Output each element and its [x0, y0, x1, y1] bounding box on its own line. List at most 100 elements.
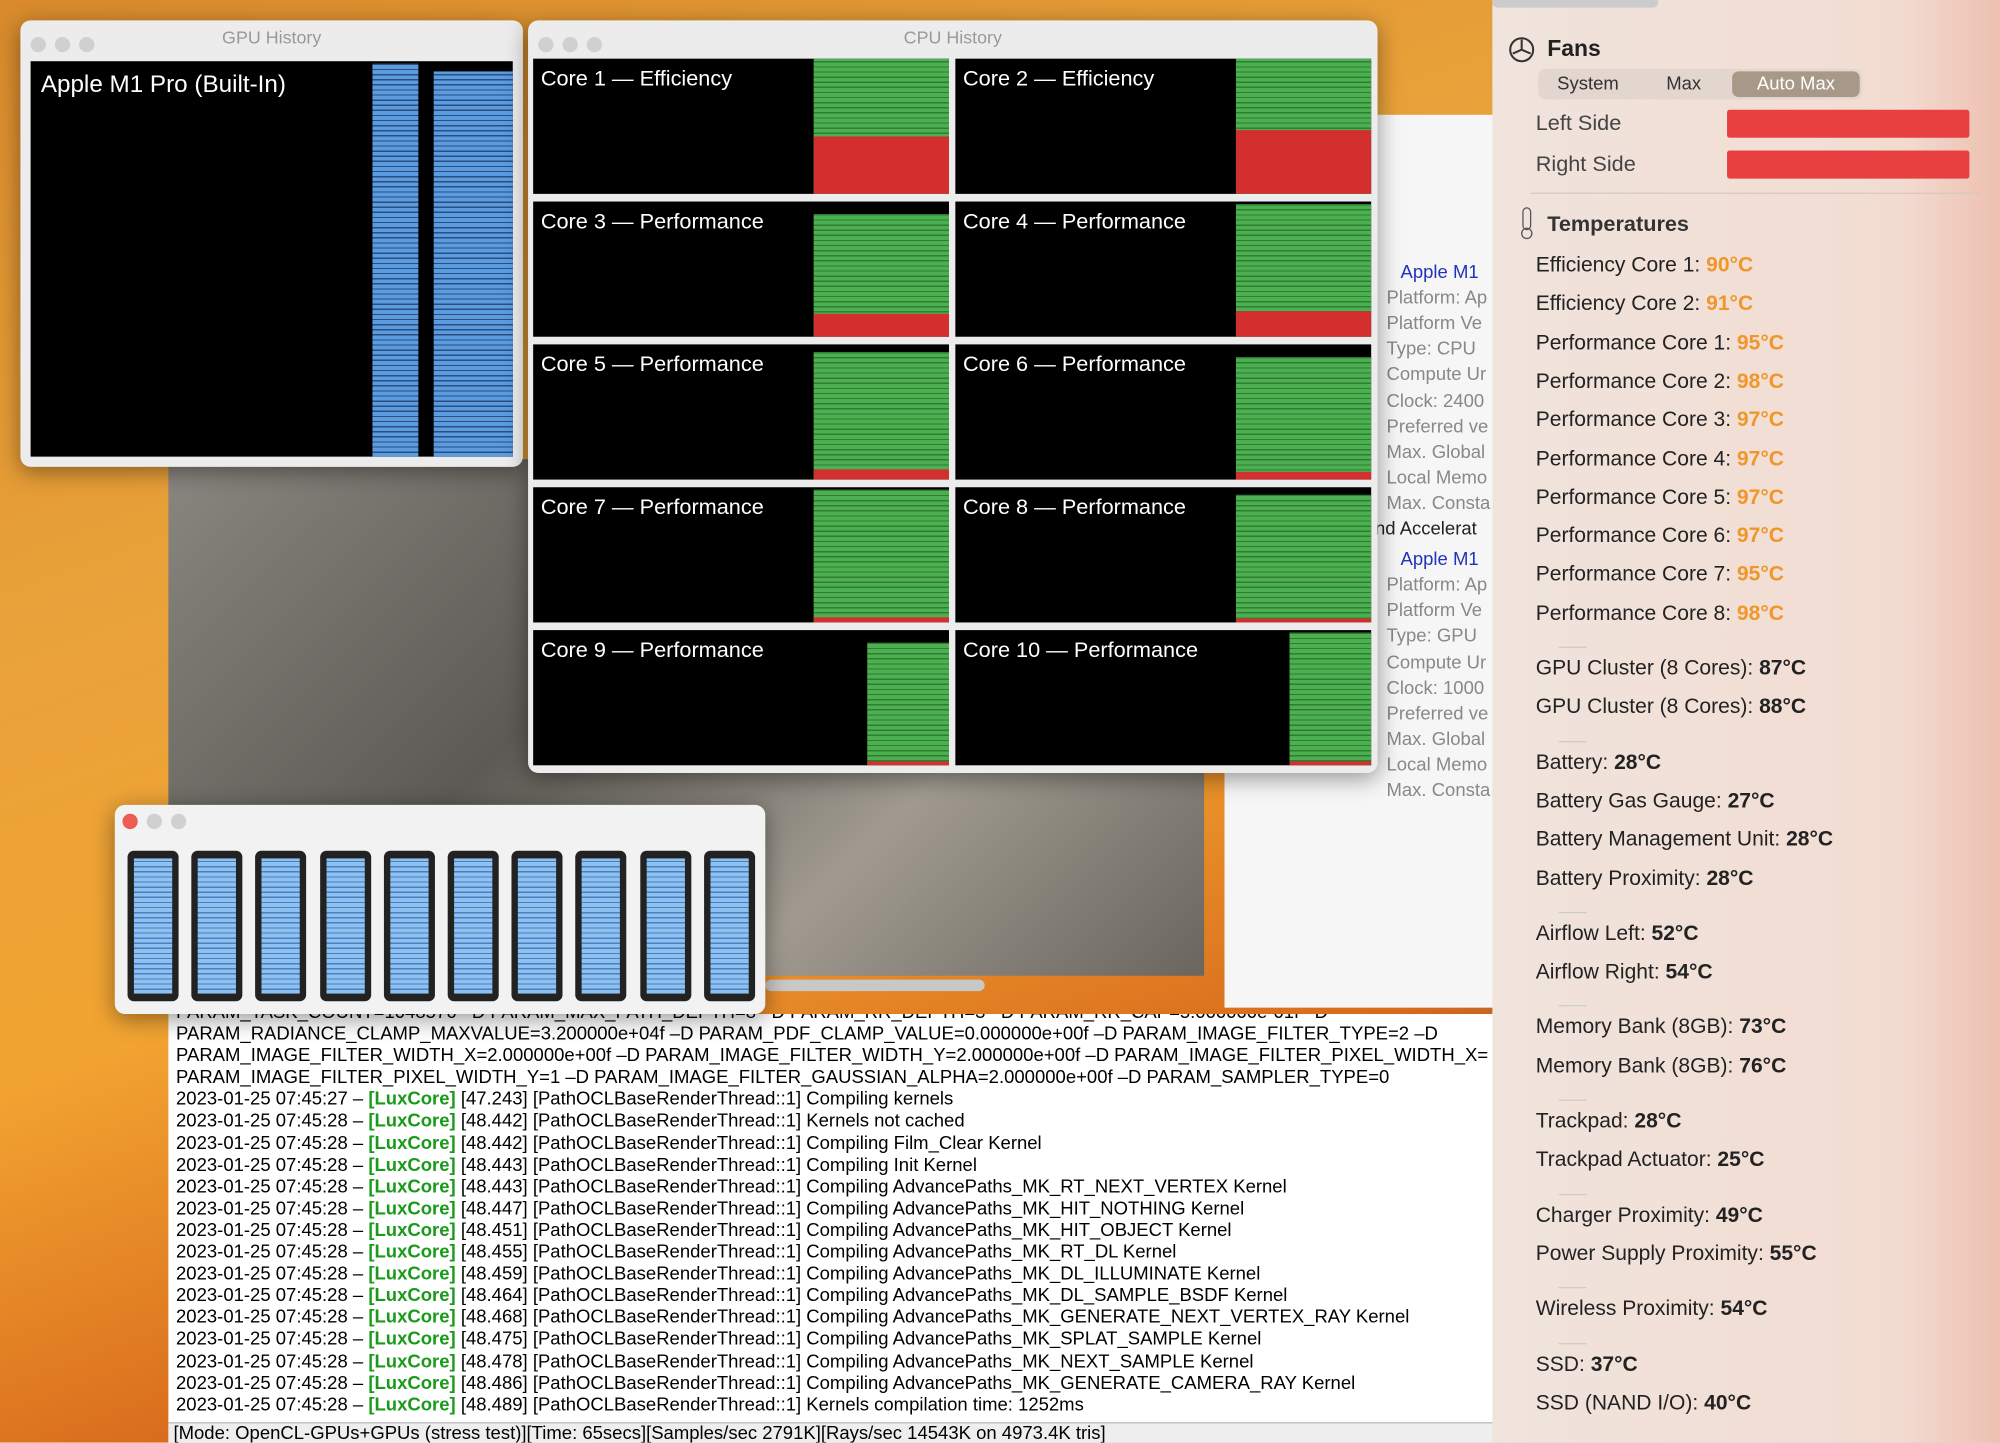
info-line: Platform Ve [1386, 314, 1483, 335]
fan-speed-bar [1727, 109, 1970, 138]
temperature-label: Wireless Proximity: [1535, 1297, 1715, 1321]
fan-mode-tab[interactable]: System [1557, 73, 1619, 95]
temperature-row: Performance Core 6: 97°C [1536, 524, 1784, 548]
temperature-row: Wireless Proximity: 54°C [1536, 1297, 1768, 1321]
temperature-row: Battery: 28°C [1536, 751, 1661, 775]
temperature-value: 97°C [1736, 485, 1784, 509]
temperature-label: SSD (NAND I/O): [1535, 1391, 1699, 1415]
temperature-value: 49°C [1715, 1203, 1763, 1227]
log-text: [48.447] [PathOCLBaseRenderThread::1] Co… [460, 1198, 1245, 1220]
temperature-label: Performance Core 4: [1535, 447, 1732, 471]
meter [639, 850, 691, 1002]
divider [1530, 192, 1980, 194]
gpu-graph: Apple M1 Pro (Built-In) [30, 61, 513, 457]
temperature-row: Airflow Right: 54°C [1536, 961, 1713, 985]
scrollbar[interactable] [765, 979, 985, 992]
log-text: [48.442] [PathOCLBaseRenderThread::1] Ke… [460, 1111, 965, 1132]
log-line: 2023-01-25 07:45:28 – [LuxCore] [48.459]… [176, 1264, 1488, 1286]
meter-fill [197, 858, 237, 994]
meter [191, 850, 243, 1002]
core-load-red [1235, 130, 1372, 194]
log-line: 2023-01-25 07:45:28 – [LuxCore] [48.478]… [176, 1351, 1488, 1373]
log-text: [48.486] [PathOCLBaseRenderThread::1] Co… [460, 1373, 1356, 1394]
temperature-row: Performance Core 7: 95°C [1536, 563, 1784, 587]
log-tag: [LuxCore] [368, 1242, 456, 1263]
temperature-label: Trackpad Actuator: [1535, 1148, 1712, 1172]
info-line: Clock: 2400 [1386, 390, 1485, 412]
log-line: 2023-01-25 07:45:28 – [LuxCore] [48.475]… [176, 1330, 1488, 1352]
core-graph: Core 3 — Performance [533, 201, 949, 337]
temperature-label: SSD: [1535, 1352, 1585, 1376]
log-line: 2023-01-25 07:45:28 – [LuxCore] [48.442]… [176, 1133, 1488, 1155]
temperature-row: Memory Bank (8GB): 76°C [1536, 1054, 1787, 1078]
temperature-label: Memory Bank (8GB): [1535, 1054, 1734, 1078]
fans-title: Fans [1547, 35, 1601, 62]
temperature-label: Trackpad: [1535, 1109, 1629, 1133]
core-label: Core 1 — Efficiency [540, 66, 733, 91]
meter [319, 850, 371, 1002]
meter-fill [133, 858, 173, 994]
temperature-row: Efficiency Core 1: 90°C [1536, 254, 1753, 278]
log-time: 2023-01-25 07:45:28 – [176, 1242, 364, 1263]
temperature-label: Performance Core 7: [1535, 562, 1732, 586]
log-text: [48.459] [PathOCLBaseRenderThread::1] Co… [460, 1264, 1261, 1285]
core-graph: Core 10 — Performance [955, 630, 1372, 766]
log-tag: [LuxCore] [368, 1176, 456, 1198]
gpu-label: Apple M1 Pro (Built-In) [40, 71, 286, 99]
log-text: [48.475] [PathOCLBaseRenderThread::1] Co… [460, 1329, 1262, 1351]
log-line: PARAM_IMAGE_FILTER_PIXEL_WIDTH_Y=1 –D PA… [176, 1067, 1390, 1089]
info-line: Clock: 1000 [1386, 678, 1485, 699]
meter-fill [454, 858, 493, 994]
log-tag: [LuxCore] [368, 1307, 456, 1329]
log-time: 2023-01-25 07:45:28 – [176, 1307, 364, 1329]
meter [575, 850, 627, 1002]
temperature-value: 97°C [1736, 524, 1784, 548]
core-load-red [813, 136, 949, 194]
temperature-label: Performance Core 6: [1535, 524, 1732, 548]
temperature-label: Battery: [1535, 750, 1609, 774]
cpu-window: CPU History Core 1 — Efficiency Core 2 — … [528, 20, 1378, 773]
info-line: Apple M1 [1400, 262, 1479, 284]
core-load-red [813, 469, 949, 480]
temperature-label: Battery Gas Gauge: [1535, 789, 1722, 813]
temperature-row: Battery Proximity: 28°C [1536, 867, 1754, 891]
core-load [1235, 357, 1372, 480]
temperature-label: Airflow Right: [1535, 960, 1660, 984]
separator [1558, 646, 1587, 648]
log-time: 2023-01-25 07:45:28 – [176, 1351, 364, 1372]
temperature-value: 28°C [1634, 1109, 1682, 1133]
separator [1558, 740, 1587, 742]
log-tag: [LuxCore] [368, 1089, 456, 1111]
log-time: 2023-01-25 07:45:28 – [176, 1176, 364, 1198]
temperature-row: Performance Core 8: 98°C [1536, 602, 1784, 626]
temperature-row: Trackpad: 28°C [1536, 1110, 1682, 1134]
info-line: Preferred ve [1386, 416, 1489, 437]
log-time: 2023-01-25 07:45:28 – [176, 1111, 364, 1132]
core-label: Core 7 — Performance [540, 494, 764, 520]
log-time: 2023-01-25 07:45:28 – [176, 1220, 364, 1241]
log-tag: [LuxCore] [368, 1373, 456, 1394]
temperature-label: Performance Core 8: [1535, 601, 1732, 625]
temperature-label: Performance Core 1: [1535, 331, 1732, 355]
temperature-label: Memory Bank (8GB): [1535, 1015, 1734, 1039]
status-bar: [Mode: OpenCL-GPUs+GPUs (stress test)][T… [168, 1422, 1495, 1443]
fan-mode-tab[interactable]: Max [1666, 73, 1702, 95]
temperature-value: 27°C [1727, 789, 1775, 813]
fan-mode-tab[interactable]: Auto Max [1732, 71, 1860, 97]
log-text: [47.243] [PathOCLBaseRenderThread::1] Co… [460, 1089, 954, 1111]
separator [1558, 1005, 1587, 1007]
temperature-value: 97°C [1736, 408, 1784, 432]
log-line: 2023-01-25 07:45:28 – [LuxCore] [48.455]… [176, 1242, 1488, 1264]
temperature-row: GPU Cluster (8 Cores): 87°C [1536, 657, 1806, 681]
log-line: 2023-01-25 07:45:28 – [LuxCore] [48.447]… [176, 1199, 1488, 1221]
core-graph: Core 6 — Performance [955, 344, 1372, 480]
info-line: Apple M1 [1400, 549, 1479, 571]
log-line: 2023-01-25 07:45:28 – [LuxCore] [48.442]… [176, 1112, 1488, 1134]
log-panel: PARAM_TASK_COUNT=1048576 –D PARAM_MAX_PA… [168, 1014, 1495, 1443]
log-time: 2023-01-25 07:45:28 – [176, 1373, 364, 1394]
log-text: [48.443] [PathOCLBaseRenderThread::1] Co… [460, 1176, 1287, 1198]
temperature-label: Performance Core 5: [1535, 485, 1732, 509]
core-label: Core 4 — Performance [963, 209, 1186, 234]
temperature-label: Charger Proximity: [1535, 1203, 1710, 1227]
temperature-value: 98°C [1736, 369, 1784, 393]
